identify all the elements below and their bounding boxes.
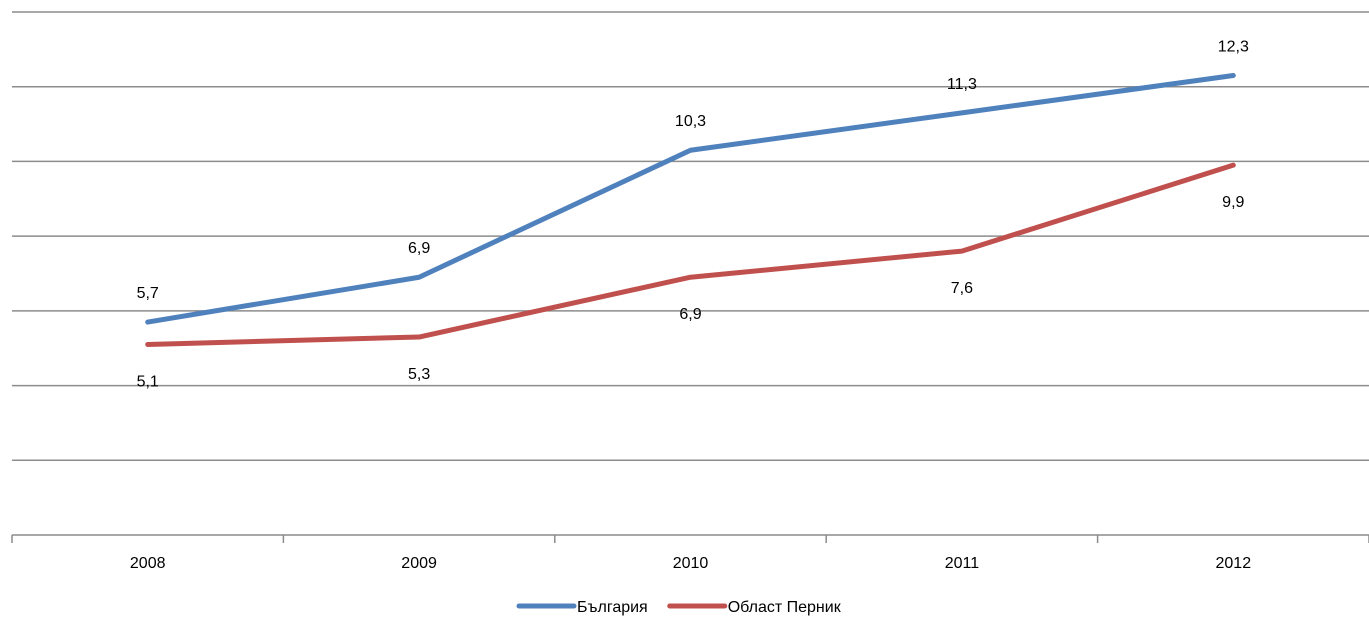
legend: България Област Перник xyxy=(516,599,842,616)
x-tick-label: 2011 xyxy=(945,555,980,572)
data-label: 6,9 xyxy=(679,306,701,323)
data-label: 5,7 xyxy=(137,285,159,302)
gridlines xyxy=(12,11,1369,462)
x-tick-label: 2008 xyxy=(130,555,166,572)
series-lines xyxy=(145,73,1236,347)
legend-label: Област Перник xyxy=(728,599,842,616)
series-line-2 xyxy=(145,162,1236,347)
data-label: 6,9 xyxy=(408,240,430,257)
x-tick-label: 2009 xyxy=(401,555,437,572)
series-line-1 xyxy=(145,73,1236,325)
data-labels: 5,7 6,9 10,3 11,3 12,3 5,1 5,3 6,9 7,6 9,9 xyxy=(137,39,1249,391)
data-label: 9,9 xyxy=(1222,194,1244,211)
data-label: 10,3 xyxy=(675,113,706,130)
x-tick-label: 2010 xyxy=(673,555,709,572)
data-label: 12,3 xyxy=(1218,39,1249,56)
data-label: 11,3 xyxy=(947,76,977,93)
x-axis-ticks: 2008 2009 2010 2011 2012 xyxy=(11,535,1369,572)
data-label: 5,1 xyxy=(137,373,159,390)
data-label: 5,3 xyxy=(408,366,430,383)
legend-label: България xyxy=(577,599,648,616)
data-label: 7,6 xyxy=(951,280,973,297)
x-tick-label: 2012 xyxy=(1216,555,1252,572)
